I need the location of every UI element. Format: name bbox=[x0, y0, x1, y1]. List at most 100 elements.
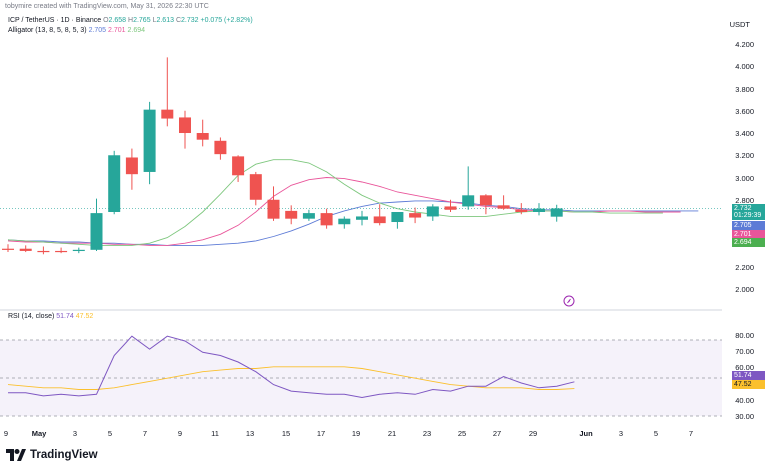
candle-body bbox=[444, 206, 457, 210]
rsi-value-tag: 51.74 bbox=[732, 371, 765, 380]
candle-body bbox=[479, 195, 492, 206]
time-tick: 5 bbox=[107, 429, 113, 438]
candle[interactable] bbox=[214, 137, 227, 160]
rsi-ma-line bbox=[7, 366, 575, 390]
candle[interactable] bbox=[37, 246, 50, 255]
price-tick: 3.400 bbox=[735, 129, 754, 139]
candle-body bbox=[302, 213, 315, 219]
candle-body bbox=[2, 248, 14, 250]
rsi-tick: 60.00 bbox=[735, 363, 754, 373]
candle-body bbox=[426, 206, 439, 217]
candle-body bbox=[320, 213, 333, 226]
symbol-legend[interactable]: ICP / TetherUS · 1D · Binance O2.658 H2.… bbox=[8, 17, 253, 24]
candle-body bbox=[515, 209, 528, 212]
candle-countdown: 01:29:39 bbox=[734, 212, 762, 219]
rsi-ma-tag: 47.52 bbox=[732, 380, 765, 389]
candle[interactable] bbox=[302, 209, 315, 221]
time-tick: 19 bbox=[351, 429, 361, 438]
alligator-teeth-value: 2.701 bbox=[108, 27, 126, 34]
time-tick: 13 bbox=[245, 429, 255, 438]
candle[interactable] bbox=[179, 110, 191, 149]
candle-body bbox=[285, 210, 298, 219]
rsi-tick: 30.00 bbox=[735, 411, 754, 421]
candle[interactable] bbox=[462, 166, 475, 210]
candle-body bbox=[409, 213, 422, 218]
candle-body bbox=[125, 157, 138, 175]
candle[interactable] bbox=[285, 205, 298, 225]
time-tick: 29 bbox=[528, 429, 538, 438]
time-tick: 11 bbox=[211, 429, 219, 438]
rsi-value: 51.74 bbox=[56, 313, 74, 320]
candle-body bbox=[232, 156, 245, 176]
candle[interactable] bbox=[2, 244, 14, 253]
candle[interactable] bbox=[161, 57, 174, 127]
candle-body bbox=[214, 140, 227, 155]
candle[interactable] bbox=[444, 199, 457, 212]
time-tick: 17 bbox=[316, 429, 326, 438]
time-tick: 15 bbox=[281, 429, 291, 438]
candle[interactable] bbox=[497, 195, 510, 210]
alligator-lips-value: 2.694 bbox=[127, 27, 146, 34]
time-tick: May bbox=[31, 429, 47, 438]
price-tick: 3.200 bbox=[735, 151, 754, 161]
alligator-legend[interactable]: Alligator (13, 8, 5, 8, 5, 3) 2.705 2.70… bbox=[8, 27, 145, 34]
price-tick: 2.000 bbox=[735, 284, 754, 294]
candle-body bbox=[338, 218, 351, 225]
jaw-price-tag: 2.705 bbox=[732, 221, 765, 230]
rsi-label: RSI (14, close) bbox=[8, 313, 55, 320]
candle[interactable] bbox=[479, 194, 492, 215]
candle-body bbox=[249, 174, 262, 200]
candle-body bbox=[55, 250, 68, 253]
candle[interactable] bbox=[426, 204, 439, 221]
candle[interactable] bbox=[143, 101, 156, 185]
ohlc-readout: O2.658 H2.765 L2.613 C2.732 +0.075 (+2.8… bbox=[103, 17, 253, 24]
candle-body bbox=[72, 249, 85, 252]
candle[interactable] bbox=[515, 203, 528, 215]
candle-body bbox=[143, 109, 156, 172]
time-tick: 25 bbox=[457, 429, 467, 438]
symbol-name[interactable]: ICP / TetherUS · 1D · Binance bbox=[8, 17, 102, 24]
time-tick: 27 bbox=[492, 429, 502, 438]
rsi-tick: 70.00 bbox=[735, 347, 754, 357]
candle[interactable] bbox=[356, 210, 368, 226]
candle-body bbox=[391, 212, 404, 223]
price-tick: 3.000 bbox=[735, 173, 754, 183]
candle[interactable] bbox=[249, 171, 262, 206]
rsi-line bbox=[8, 335, 575, 399]
candle[interactable] bbox=[232, 155, 245, 182]
candle[interactable] bbox=[108, 150, 121, 215]
candle[interactable] bbox=[320, 208, 333, 229]
price-tick: 4.200 bbox=[735, 40, 754, 50]
candle[interactable] bbox=[409, 207, 422, 224]
candle[interactable] bbox=[19, 245, 32, 253]
time-tick: 7 bbox=[142, 429, 148, 438]
price-tick: 4.000 bbox=[735, 62, 754, 72]
candle[interactable] bbox=[125, 148, 138, 190]
lips-price-tag: 2.694 bbox=[732, 238, 765, 247]
candle[interactable] bbox=[391, 212, 404, 229]
candle[interactable] bbox=[267, 186, 280, 221]
candle[interactable] bbox=[72, 247, 85, 254]
time-tick: 3 bbox=[72, 429, 78, 438]
close-price-tag: 2.732 01:29:39 bbox=[732, 204, 765, 220]
candle-body bbox=[533, 208, 545, 212]
price-tick: 2.800 bbox=[735, 195, 754, 205]
alligator-jaw-line bbox=[7, 200, 699, 246]
candle[interactable] bbox=[338, 216, 351, 229]
candle[interactable] bbox=[373, 204, 386, 226]
rsi-legend[interactable]: RSI (14, close) 51.74 47.52 bbox=[8, 313, 93, 320]
candle[interactable] bbox=[55, 247, 68, 254]
teeth-price-tag: 2.701 bbox=[732, 230, 765, 239]
candle[interactable] bbox=[196, 119, 209, 147]
candle[interactable] bbox=[90, 198, 103, 251]
tradingview-logo[interactable]: TradingView bbox=[6, 449, 98, 461]
rsi-tick: 80.00 bbox=[735, 331, 754, 341]
candle[interactable] bbox=[533, 203, 545, 216]
time-tick: 23 bbox=[422, 429, 432, 438]
candle-body bbox=[161, 109, 174, 119]
time-tick: 3 bbox=[618, 429, 624, 438]
candle[interactable] bbox=[550, 204, 563, 222]
rsi-ma-value: 47.52 bbox=[75, 313, 94, 320]
brand-name: TradingView bbox=[30, 449, 98, 461]
